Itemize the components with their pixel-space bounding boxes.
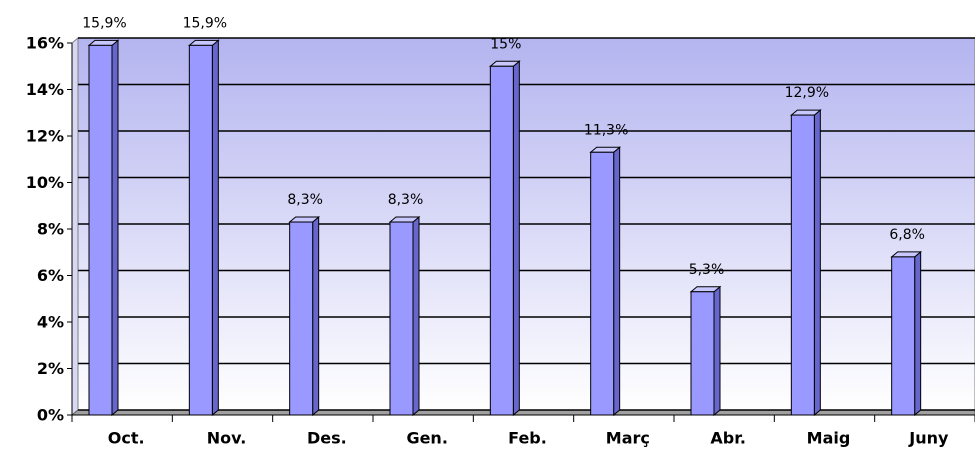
bar-side [512, 60, 520, 417]
bar [489, 65, 514, 416]
bar [690, 291, 715, 416]
x-tick-label: Oct. [108, 429, 145, 448]
value-label: 15,9% [82, 15, 126, 31]
side-wall [71, 36, 79, 417]
x-tick-label: Nov. [207, 429, 247, 448]
value-label: 12,9% [785, 85, 829, 101]
bar-side [412, 215, 420, 417]
y-tick-label: 14% [26, 80, 64, 99]
bar-top [689, 286, 722, 293]
value-label: 15% [490, 36, 521, 52]
bar [389, 221, 414, 416]
x-tick-label: Des. [307, 429, 347, 448]
bar-top [488, 60, 521, 67]
bar-side [914, 250, 922, 417]
value-label: 8,3% [388, 192, 424, 208]
value-label: 8,3% [287, 192, 323, 208]
bar-side [312, 215, 320, 417]
bar-side [813, 109, 821, 417]
bar [790, 114, 815, 416]
bar [188, 44, 213, 416]
value-label: 6,8% [889, 227, 925, 243]
y-tick-label: 6% [37, 266, 64, 285]
bar [289, 221, 314, 416]
bar [891, 256, 916, 416]
value-label: 15,9% [183, 15, 227, 31]
bar-side [613, 146, 621, 417]
bar [590, 151, 615, 416]
bar-top [288, 216, 321, 223]
x-tick-label: Feb. [508, 429, 547, 448]
y-tick-label: 10% [26, 173, 64, 192]
y-tick-label: 8% [37, 220, 64, 239]
bar-top [589, 146, 622, 153]
bar-top [890, 251, 923, 258]
y-tick-label: 2% [37, 359, 64, 378]
value-label: 11,3% [584, 122, 628, 138]
x-tick-label: Gen. [406, 429, 447, 448]
y-tick-label: 12% [26, 127, 64, 146]
bar-top [187, 39, 220, 46]
bar-top [388, 216, 421, 223]
bar-side [713, 285, 721, 417]
bar-top [789, 109, 822, 116]
y-tick-label: 0% [37, 406, 64, 425]
x-tick-label: Abr. [710, 429, 746, 448]
x-tick-label: Maig [807, 429, 851, 448]
x-tick-label: Juny [908, 429, 949, 448]
bar-top [87, 39, 120, 46]
y-tick-label: 4% [37, 313, 64, 332]
value-label: 5,3% [689, 262, 725, 278]
y-tick-label: 16% [26, 34, 64, 53]
x-tick-label: Març [606, 429, 650, 448]
bar-side [211, 39, 219, 417]
bar-side [111, 39, 119, 417]
bar [88, 44, 113, 416]
